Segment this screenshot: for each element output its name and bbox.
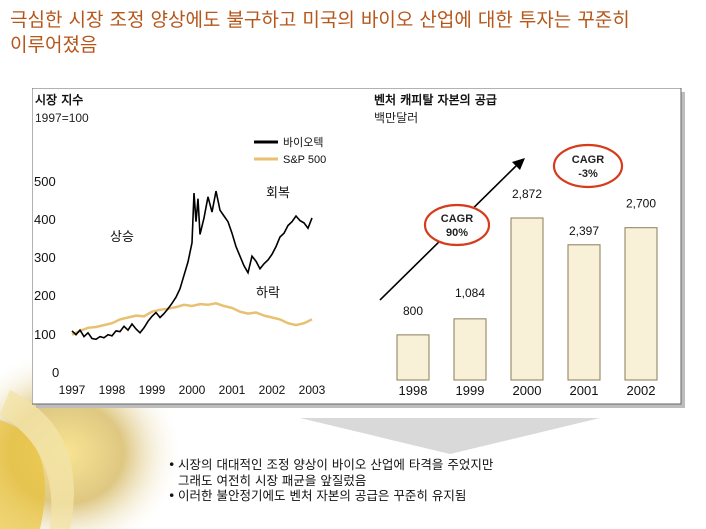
cagr-left-line2: 90% [446,227,468,239]
bar-value-label: 1,084 [455,286,485,300]
bullet-item: • 이러한 불안정기에도 벤처 자본의 공급은 꾸준히 유지됨 [168,488,688,504]
bullet-text: 시장의 대대적인 조정 양상이 바이오 산업에 타격을 주었지만 그래도 여전히… [178,457,494,488]
bar-2001 [567,244,601,381]
y-tick-label: 400 [34,212,56,227]
bullet-dot: • [168,488,176,503]
cagr-badge-right [552,143,624,189]
series-line-sp500 [71,302,313,336]
y-tick-label: 100 [34,327,56,342]
bar-group: 800 1998 1,084 1999 2,872 2000 2,397 2001 2,700 2… [396,187,658,398]
growth-arrowhead [512,158,525,170]
cagr-right-line1: CAGR [572,154,604,166]
bar-category-label: 2002 [627,383,656,398]
x-tick-label: 1998 [99,383,126,397]
bar-2000 [510,217,544,381]
bar-1998 [396,334,430,381]
x-tick-label: 1999 [139,383,166,397]
legend-label-biotech: 바이오텍 [283,136,323,149]
y-tick-label: 300 [34,250,56,265]
legend-label-sp500: S&P 500 [283,154,326,166]
bullet-list: • 시장의 대대적인 조정 양상이 바이오 산업에 타격을 주었지만 그래도 여… [168,457,688,504]
cagr-left-line1: CAGR [441,213,473,225]
right-chart-title: 벤처 캐피탈 자본의 공급 [374,92,497,107]
left-chart-subtitle: 1997=100 [35,111,89,125]
down-arrow-shape [300,418,600,454]
x-tick-label: 2001 [219,383,246,397]
bullet-text: 이러한 불안정기에도 벤처 자본의 공급은 꾸준히 유지됨 [178,488,467,503]
annotation-fall: 하락 [256,286,280,301]
x-tick-label: 1997 [59,383,86,397]
y-tick-label: 500 [34,174,56,189]
bullet-item: • 시장의 대대적인 조정 양상이 바이오 산업에 타격을 주었지만 그래도 여… [168,457,688,488]
cagr-right-line2: -3% [578,168,598,180]
page-title: 극심한 시장 조정 양상에도 불구하고 미국의 바이오 산업에 대한 투자는 꾸… [10,9,630,56]
right-chart-subtitle: 백만달러 [374,111,418,125]
annotation-rise: 상승 [110,230,134,245]
bar-2002 [624,227,658,381]
bar-1999 [453,318,487,381]
bar-category-label: 2001 [570,383,599,398]
cagr-badge-left [423,203,491,247]
bar-category-label: 1999 [456,383,485,398]
series-line-biotech [71,190,313,341]
y-tick-label: 200 [34,288,56,303]
x-tick-label: 2002 [259,383,286,397]
bar-value-label: 2,700 [626,197,656,211]
bar-value-label: 2,397 [569,224,599,238]
bullet-dot: • [168,457,176,472]
bar-value-label: 2,872 [512,187,542,201]
bar-category-label: 1998 [399,383,428,398]
x-tick-label: 2003 [299,383,326,397]
bar-value-label: 800 [403,304,423,318]
x-tick-label: 2000 [179,383,206,397]
annotation-recovery: 회복 [266,186,290,201]
bar-category-label: 2000 [513,383,542,398]
chart-panel: 시장 지수 1997=100 바이오텍 S&P 500 500 400 300 … [32,88,685,408]
y-tick-label: 0 [52,365,59,380]
left-chart-title: 시장 지수 [35,92,83,107]
